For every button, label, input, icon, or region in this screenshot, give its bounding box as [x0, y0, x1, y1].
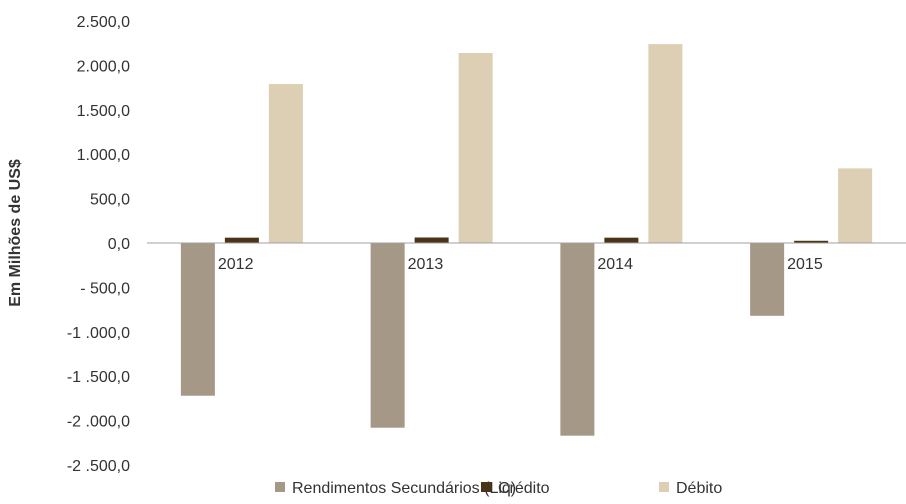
legend-item: Rendimentos Secundários (Liq) [275, 480, 516, 497]
y-tick-label: -2 .000,0 [67, 414, 130, 431]
bar-2013-2 [415, 237, 449, 243]
y-tick-label: -1 .500,0 [67, 369, 130, 386]
y-tick-label: 2.000,0 [77, 58, 130, 75]
legend: Rendimentos Secundários (Liq)Crédito Débi… [275, 480, 722, 497]
bar-2013-1 [371, 243, 405, 428]
legend-swatch [275, 482, 285, 492]
y-tick-label: 500,0 [90, 192, 130, 209]
bar-2012-3 [269, 84, 303, 243]
y-tick-label: - 500,0 [80, 280, 130, 297]
y-tick-label: 1.500,0 [77, 103, 130, 120]
y-tick-label: 1.000,0 [77, 147, 130, 164]
bar-2013-3 [459, 53, 493, 243]
legend-label: Crédito [498, 480, 550, 497]
y-tick-label: -1 .000,0 [67, 325, 130, 342]
bar-2014-1 [560, 243, 594, 436]
x-category-label: 2013 [408, 256, 444, 273]
bar-2015-1 [750, 243, 784, 316]
bar-2015-3 [838, 168, 872, 243]
bar-2014-2 [604, 238, 638, 243]
y-tick-label: -2 .500,0 [67, 458, 130, 475]
y-axis-ticks: 2.500,0 2.000,0 1.500,0 1.000,0 500,0 0,0 - 50… [67, 14, 130, 475]
legend-label: Débito [676, 480, 722, 497]
x-category-label: 2015 [787, 256, 823, 273]
y-tick-label: 2.500,0 [77, 14, 130, 31]
bar-2012-1 [181, 243, 215, 396]
bars [181, 44, 872, 436]
legend-swatch [481, 482, 491, 492]
bar-2012-2 [225, 238, 259, 243]
x-category-label: 2014 [597, 256, 633, 273]
y-axis-title: Em Milhões de US$ [7, 159, 24, 307]
y-tick-label: 0,0 [108, 236, 130, 253]
x-category-label: 2012 [218, 256, 254, 273]
category-labels: 2012 2013 2014 2015 [218, 256, 823, 273]
legend-item: Débito [659, 480, 722, 497]
bar-2014-3 [648, 44, 682, 243]
legend-swatch [659, 482, 669, 492]
